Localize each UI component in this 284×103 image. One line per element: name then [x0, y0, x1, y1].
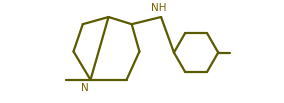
Text: NH: NH [151, 3, 166, 13]
Text: N: N [82, 83, 89, 93]
